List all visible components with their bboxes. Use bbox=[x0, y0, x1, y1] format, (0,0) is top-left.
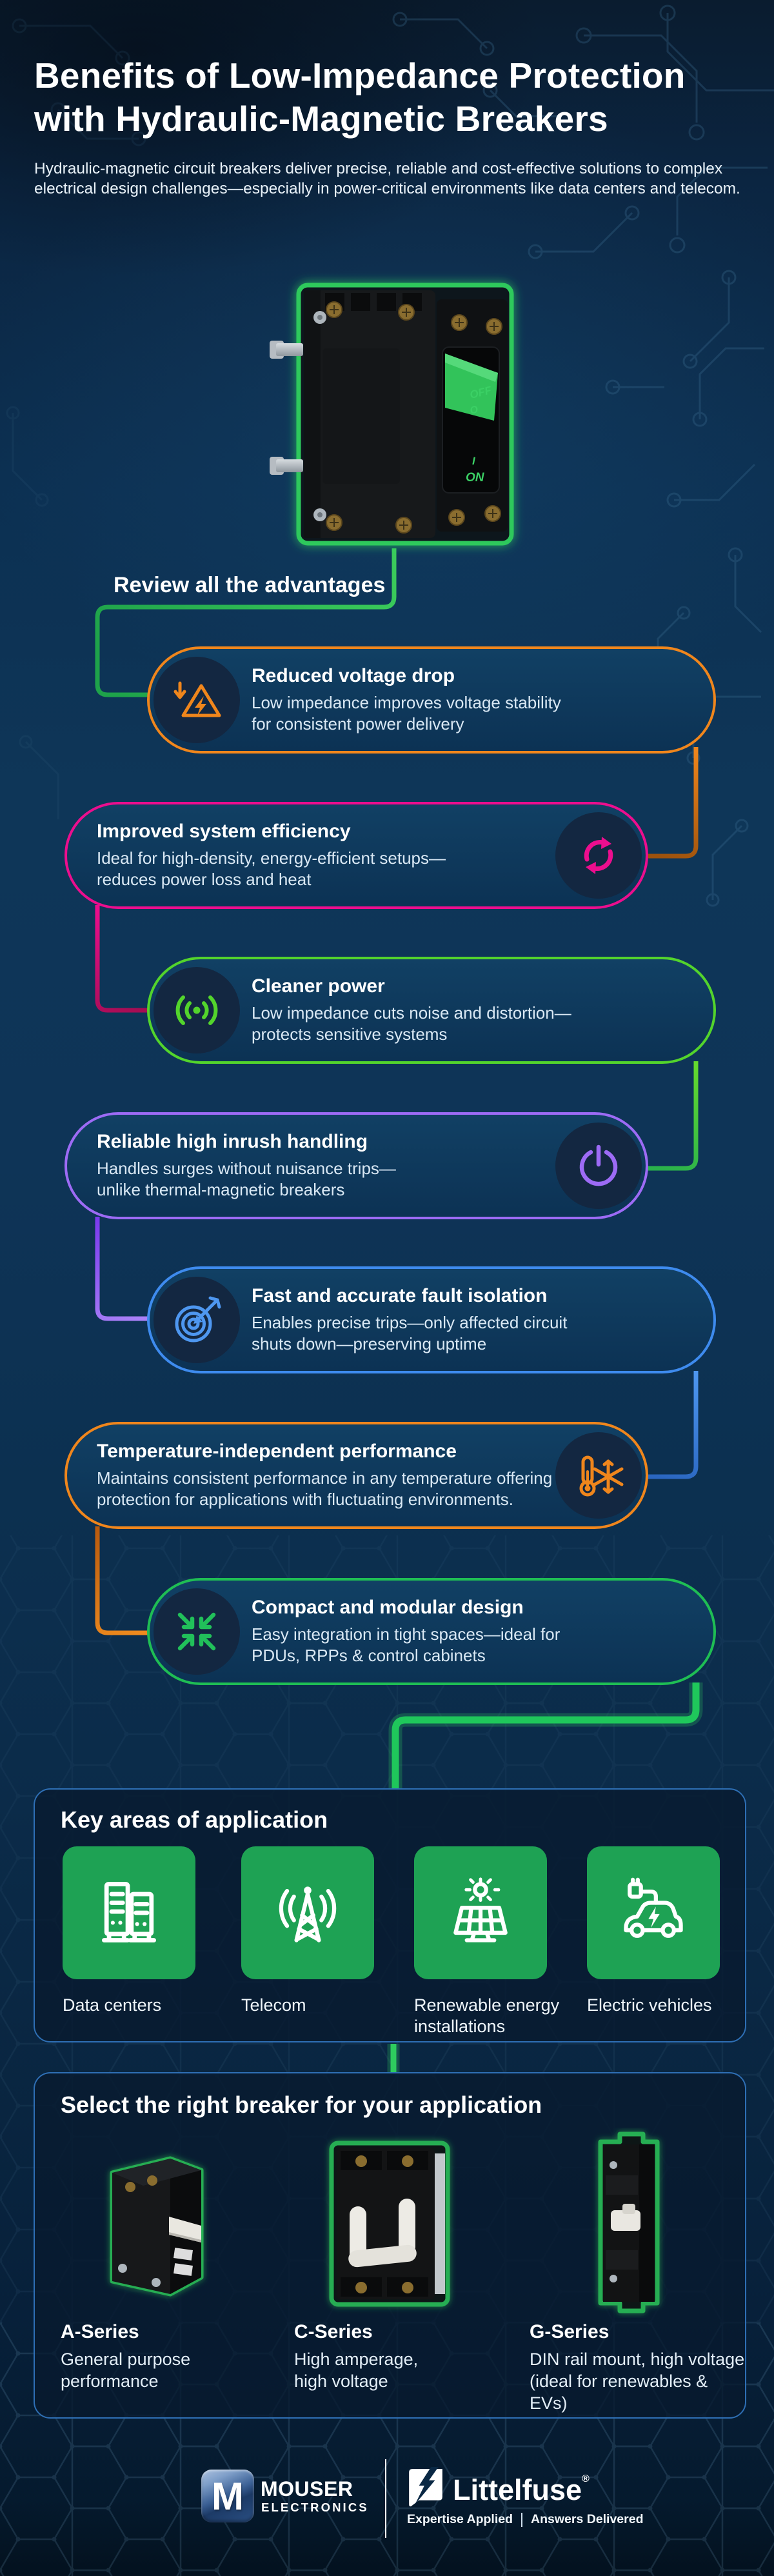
benefit-body: Enables precise trips—only affected circ… bbox=[252, 1313, 568, 1353]
electric-vehicle-icon bbox=[624, 1877, 683, 1938]
connector-card1-card2 bbox=[641, 747, 699, 859]
connector-card7-to-apps bbox=[392, 1682, 700, 1790]
connector-card2-card3 bbox=[95, 905, 152, 1013]
clean-signal-icon bbox=[154, 967, 240, 1053]
application-label: Data centers bbox=[63, 1995, 162, 2015]
page-title-line2: with Hydraulic-Magnetic Breakers bbox=[34, 99, 608, 139]
page-title-line1: Benefits of Low-Impedance Protection bbox=[34, 55, 686, 95]
benefit-title: Reduced voltage drop bbox=[252, 665, 455, 686]
series-desc-a: General purpose performance bbox=[61, 2350, 191, 2391]
terminal-studs bbox=[270, 341, 303, 475]
benefit-title: Improved system efficiency bbox=[97, 821, 351, 842]
a-series-breaker-image bbox=[110, 2156, 204, 2297]
power-icon bbox=[555, 1123, 642, 1209]
benefit-body: Low impedance improves voltage stability… bbox=[252, 693, 561, 734]
benefit-body: Handles surges without nuisance trips—un… bbox=[97, 1159, 396, 1199]
benefit-title: Reliable high inrush handling bbox=[97, 1131, 368, 1152]
benefit-card-improved-system-efficiency: Improved system efficiency Ideal for hig… bbox=[64, 802, 648, 909]
review-advantages-label: Review all the advantages bbox=[114, 573, 386, 597]
connector-card6-card7 bbox=[95, 1526, 152, 1635]
breaker-heading: Select the right breaker for your applic… bbox=[61, 2092, 542, 2118]
g-series-breaker-image bbox=[598, 2132, 660, 2313]
application-tile-renewable-energy bbox=[414, 1846, 547, 1979]
benefit-body: Ideal for high-density, energy-efficient… bbox=[97, 848, 446, 889]
intro-paragraph: Hydraulic-magnetic circuit breakers deli… bbox=[34, 160, 740, 197]
hero-breaker-product-image: OFF O I ON bbox=[270, 283, 514, 546]
connector-card5-card6 bbox=[641, 1371, 699, 1479]
benefit-title: Temperature-independent performance bbox=[97, 1441, 457, 1462]
benefit-body: Maintains consistent performance in any … bbox=[97, 1468, 553, 1509]
footer-divider bbox=[385, 2459, 386, 2538]
data-center-icon bbox=[101, 1882, 157, 1942]
series-desc-g: DIN rail mount, high voltage (ideal for … bbox=[530, 2350, 745, 2413]
switch-on-symbol: I bbox=[472, 455, 476, 467]
connector-card4-card5 bbox=[95, 1217, 152, 1321]
registered-mark: ® bbox=[582, 2473, 590, 2484]
c-series-breaker-image bbox=[329, 2141, 450, 2307]
mouser-logo-name: MOUSER bbox=[261, 2477, 353, 2501]
compress-arrows-icon bbox=[154, 1588, 240, 1675]
benefit-body: Easy integration in tight spaces—ideal f… bbox=[252, 1624, 561, 1665]
series-name-g: G-Series bbox=[530, 2321, 610, 2342]
benefit-card-reliable-high-inrush-handling: Reliable high inrush handling Handles su… bbox=[64, 1112, 648, 1219]
telecom-tower-icon bbox=[279, 1886, 337, 1942]
target-arrow-icon bbox=[154, 1277, 240, 1363]
series-desc-c: High amperage, high voltage bbox=[294, 2350, 419, 2391]
benefit-card-compact-modular-design: Compact and modular design Easy integrat… bbox=[147, 1578, 716, 1685]
tagline-divider bbox=[521, 2512, 522, 2527]
voltage-drop-icon bbox=[154, 657, 240, 743]
series-name-c: C-Series bbox=[294, 2321, 373, 2342]
tagline-right: Answers Delivered bbox=[531, 2512, 644, 2526]
applications-panel: Key areas of application bbox=[34, 1788, 746, 2042]
benefit-title: Cleaner power bbox=[252, 975, 385, 997]
mouser-logo-initial: M bbox=[212, 2474, 244, 2518]
efficiency-cycle-icon bbox=[555, 812, 642, 899]
switch-off-symbol: O bbox=[469, 404, 480, 417]
solar-panel-icon bbox=[453, 1877, 508, 1942]
benefit-title: Fast and accurate fault isolation bbox=[252, 1285, 548, 1306]
application-label: Electric vehicles bbox=[587, 1995, 712, 2015]
benefit-card-reduced-voltage-drop: Reduced voltage drop Low impedance impro… bbox=[147, 646, 716, 754]
connector-card3-card4 bbox=[641, 1061, 699, 1171]
mouser-logo-badge: M bbox=[201, 2470, 254, 2522]
benefit-card-cleaner-power: Cleaner power Low impedance cuts noise a… bbox=[147, 957, 716, 1064]
breaker-selection-panel: Select the right breaker for your applic… bbox=[34, 2072, 746, 2419]
benefit-card-fast-accurate-fault-isolation: Fast and accurate fault isolation Enable… bbox=[147, 1266, 716, 1373]
mouser-logo-subtitle: ELECTRONICS bbox=[261, 2501, 369, 2514]
littelfuse-logo-name: Littelfuse® bbox=[453, 2473, 590, 2507]
thermometer-snowflake-icon bbox=[555, 1432, 642, 1519]
littelfuse-wordmark: Littelfuse bbox=[453, 2473, 582, 2506]
application-tile-data-centers bbox=[63, 1846, 195, 1979]
application-label: Telecom bbox=[241, 1995, 306, 2015]
tagline-left: Expertise Applied bbox=[407, 2512, 513, 2526]
benefit-card-temperature-independent-performance: Temperature-independent performance Main… bbox=[64, 1422, 648, 1529]
application-label: Renewable energy installations bbox=[414, 1995, 560, 2036]
switch-on-label: ON bbox=[466, 471, 485, 484]
page-title: Benefits of Low-Impedance Protection wit… bbox=[34, 54, 686, 141]
applications-heading: Key areas of application bbox=[61, 1806, 328, 1833]
series-name-a: A-Series bbox=[61, 2321, 139, 2342]
application-tile-electric-vehicles bbox=[587, 1846, 720, 1979]
littelfuse-logo-icon bbox=[409, 2467, 442, 2507]
benefit-body: Low impedance cuts noise and distortion—… bbox=[252, 1003, 571, 1044]
littelfuse-tagline: Expertise Applied Answers Delivered bbox=[407, 2512, 644, 2527]
benefit-title: Compact and modular design bbox=[252, 1597, 524, 1618]
application-tile-telecom bbox=[241, 1846, 374, 1979]
